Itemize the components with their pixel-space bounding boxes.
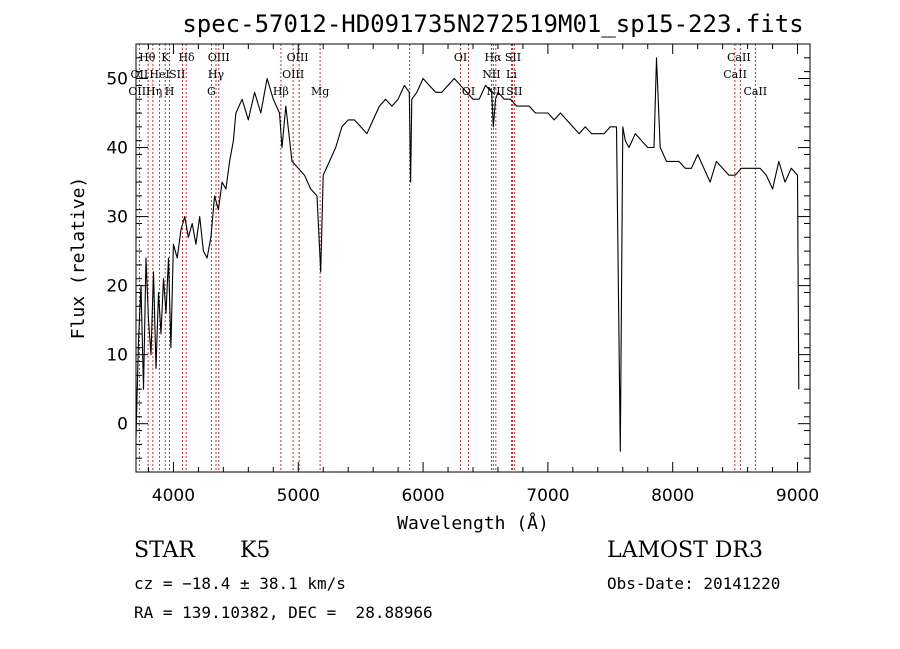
plot-frame (135, 43, 811, 473)
line-label-12: Hγ (208, 68, 225, 81)
x-tick-label-1: 5000 (277, 486, 320, 506)
x-tick-label-5: 9000 (776, 486, 819, 506)
line-label-4: OIII (287, 51, 309, 64)
x-tick-label-3: 7000 (526, 486, 569, 506)
y-tick-label-5: 50 (106, 70, 128, 90)
line-label-26: CaII (743, 85, 767, 98)
line-label-0: Hθ (139, 51, 156, 64)
y-tick-label-2: 20 (106, 277, 128, 297)
line-label-13: OIII (282, 68, 304, 81)
survey-label: LAMOST DR3 (607, 538, 763, 563)
line-label-18: Hη (146, 85, 162, 98)
y-tick-label-1: 10 (106, 346, 128, 366)
line-label-1: K (161, 51, 170, 64)
line-label-5: OI (454, 51, 467, 64)
line-label-7: SII (505, 51, 521, 64)
line-label-22: Mg (311, 85, 329, 98)
y-tick-label-0: 0 (117, 415, 128, 435)
line-label-14: NII (482, 68, 500, 81)
line-label-20: G (207, 85, 216, 98)
line-label-11: SII (169, 68, 185, 81)
line-label-24: NII (487, 85, 505, 98)
line-label-25: SII (506, 85, 522, 98)
series-flux (135, 57, 800, 452)
x-axis-label: Wavelength (Å) (397, 512, 549, 534)
line-label-2: Hδ (178, 51, 195, 64)
line-label-16: CaII (723, 68, 747, 81)
x-tick-label-4: 8000 (651, 486, 694, 506)
line-label-23: OI (462, 85, 475, 98)
coordinates: RA = 139.10382, DEC = 28.88966 (134, 603, 433, 622)
y-axis-label: Flux (relative) (68, 177, 89, 340)
object-class: STAR (134, 538, 195, 563)
y-tick-label-3: 30 (106, 208, 128, 228)
line-label-9: OII (131, 68, 149, 81)
line-label-21: Hβ (273, 85, 289, 98)
line-label-6: Hα (484, 51, 502, 64)
line-label-8: CaII (727, 51, 751, 64)
line-label-10: HeI (149, 68, 169, 81)
x-tick-label-0: 4000 (152, 486, 195, 506)
line-label-19: H (165, 85, 175, 98)
line-label-15: Li (506, 68, 517, 81)
chart-title: spec-57012-HD091735N272519M01_sp15-223.f… (182, 10, 803, 38)
line-label-3: OIII (208, 51, 230, 64)
y-tick-label-4: 40 (106, 139, 128, 159)
x-tick-label-2: 6000 (401, 486, 444, 506)
obs-date: Obs-Date: 20141220 (607, 574, 781, 593)
line-label-17: OIII (128, 85, 150, 98)
subclass: K5 (240, 538, 271, 563)
redshift-readout: cz = −18.4 ± 38.1 km/s (134, 574, 346, 593)
